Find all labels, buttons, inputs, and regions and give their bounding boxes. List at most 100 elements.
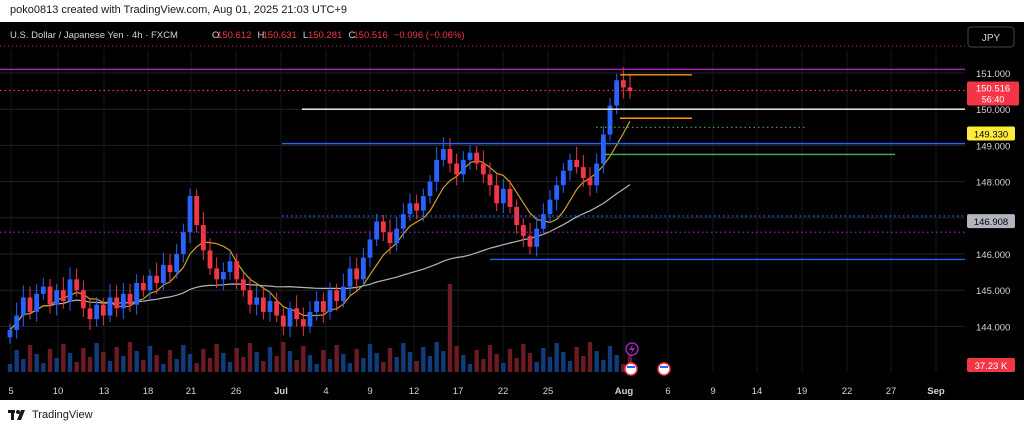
volume-bar bbox=[481, 359, 486, 372]
volume-bar bbox=[214, 344, 219, 372]
candle-body bbox=[540, 214, 546, 229]
volume-bar bbox=[127, 342, 133, 372]
candle-body bbox=[480, 163, 486, 175]
footer bbox=[0, 400, 1024, 430]
volume-bar bbox=[474, 350, 479, 372]
volume-bar bbox=[314, 364, 319, 372]
candle-body bbox=[587, 177, 593, 186]
volume-label-box bbox=[967, 358, 1015, 372]
volume-bar bbox=[34, 354, 39, 372]
candle-body bbox=[107, 297, 113, 316]
candle-body bbox=[40, 286, 46, 294]
candle-body bbox=[460, 159, 466, 175]
currency-button[interactable] bbox=[967, 26, 1015, 48]
chart-background bbox=[0, 22, 1024, 400]
currency-button-label: JPY bbox=[982, 33, 1001, 44]
x-tick-label: 5 bbox=[8, 386, 13, 397]
candle-body bbox=[174, 254, 180, 273]
volume-bar bbox=[234, 348, 239, 372]
candle-body bbox=[427, 181, 433, 197]
candle-body bbox=[500, 188, 506, 204]
candle-body bbox=[380, 221, 386, 233]
volume-bar bbox=[421, 347, 426, 372]
x-tick-label: 6 bbox=[665, 386, 670, 397]
candle-body bbox=[74, 279, 80, 291]
tradingview-logo[interactable]: TradingView bbox=[8, 408, 93, 422]
volume-bar bbox=[394, 357, 399, 372]
candle-body bbox=[47, 286, 53, 305]
volume-bar bbox=[247, 343, 253, 372]
volume-bar bbox=[367, 344, 373, 372]
candle-body bbox=[140, 282, 146, 291]
candle-body bbox=[227, 261, 233, 273]
volume-bar bbox=[14, 350, 19, 372]
candle-body bbox=[547, 199, 553, 215]
x-tick-label: Aug bbox=[615, 386, 634, 397]
us-flag-event-icon[interactable] bbox=[624, 362, 638, 376]
volume-bar bbox=[521, 344, 526, 372]
candle-body bbox=[354, 268, 360, 280]
volume-bar bbox=[401, 343, 406, 372]
candle-body bbox=[387, 232, 393, 244]
sma-long-label-box bbox=[967, 214, 1015, 229]
candle-body bbox=[194, 196, 200, 226]
volume-bar bbox=[287, 351, 293, 372]
x-tick-label: Sep bbox=[927, 386, 945, 397]
legend-high: 150.631 bbox=[263, 30, 297, 41]
last-price-label: 150.516 bbox=[976, 84, 1010, 95]
volume-bar bbox=[574, 347, 579, 372]
volume-bar bbox=[567, 361, 573, 372]
y-tick-label: 145.000 bbox=[976, 286, 1010, 297]
x-tick-label: 17 bbox=[453, 386, 464, 397]
volume-bar bbox=[301, 346, 306, 372]
candle-body bbox=[34, 293, 40, 312]
volume-bar bbox=[361, 358, 366, 372]
level-149-label: 149.330 bbox=[974, 129, 1008, 140]
level-149-label-box bbox=[967, 126, 1015, 141]
candle-body bbox=[600, 134, 606, 164]
volume-bar bbox=[141, 360, 146, 372]
volume-bar bbox=[194, 363, 199, 372]
volume-bar bbox=[274, 356, 279, 372]
candle-body bbox=[220, 272, 226, 280]
candle-body bbox=[14, 315, 20, 331]
volume-label: 37.23 K bbox=[975, 361, 1008, 372]
volume-bar bbox=[161, 364, 166, 372]
candle-body bbox=[594, 163, 600, 186]
volume-bar bbox=[527, 353, 533, 372]
last-price-label-box bbox=[967, 81, 1019, 106]
candle-body bbox=[200, 225, 206, 251]
candle-body bbox=[567, 159, 573, 171]
x-tick-label: 9 bbox=[367, 386, 372, 397]
candle-body bbox=[240, 279, 246, 291]
sma-short-line bbox=[9, 120, 631, 331]
volume-bar bbox=[487, 345, 493, 372]
x-tick-label: 18 bbox=[143, 386, 154, 397]
volume-bar bbox=[387, 348, 393, 372]
candle-body bbox=[487, 174, 493, 186]
candle-body bbox=[527, 235, 533, 247]
candle-body bbox=[127, 293, 133, 305]
volume-bar bbox=[341, 354, 346, 372]
candle-body bbox=[334, 290, 340, 302]
sma-long-line bbox=[9, 184, 631, 331]
y-tick-label: 149.000 bbox=[976, 141, 1010, 152]
candle-body bbox=[67, 279, 73, 302]
chart-svg[interactable]: U.S. Dollar / Japanese Yen · 4h · FXCM O… bbox=[0, 22, 1024, 400]
chart-area[interactable]: U.S. Dollar / Japanese Yen · 4h · FXCM O… bbox=[0, 22, 1024, 400]
candle-body bbox=[207, 250, 213, 269]
candle-body bbox=[534, 228, 540, 247]
candle-body bbox=[114, 297, 120, 309]
candle-body bbox=[314, 301, 320, 312]
volume-bar bbox=[74, 362, 79, 372]
x-tick-label: 22 bbox=[842, 386, 853, 397]
credit-line: poko0813 created with TradingView.com, A… bbox=[10, 4, 348, 16]
candle-body bbox=[360, 257, 366, 280]
volume-bar bbox=[547, 357, 553, 372]
volume-bar bbox=[254, 352, 259, 372]
volume-bar bbox=[334, 345, 339, 372]
candle-body bbox=[294, 308, 300, 320]
us-flag-event-icon[interactable] bbox=[657, 362, 671, 376]
legend-close: 150.516 bbox=[353, 30, 387, 41]
legend-low-label: L bbox=[303, 30, 308, 41]
